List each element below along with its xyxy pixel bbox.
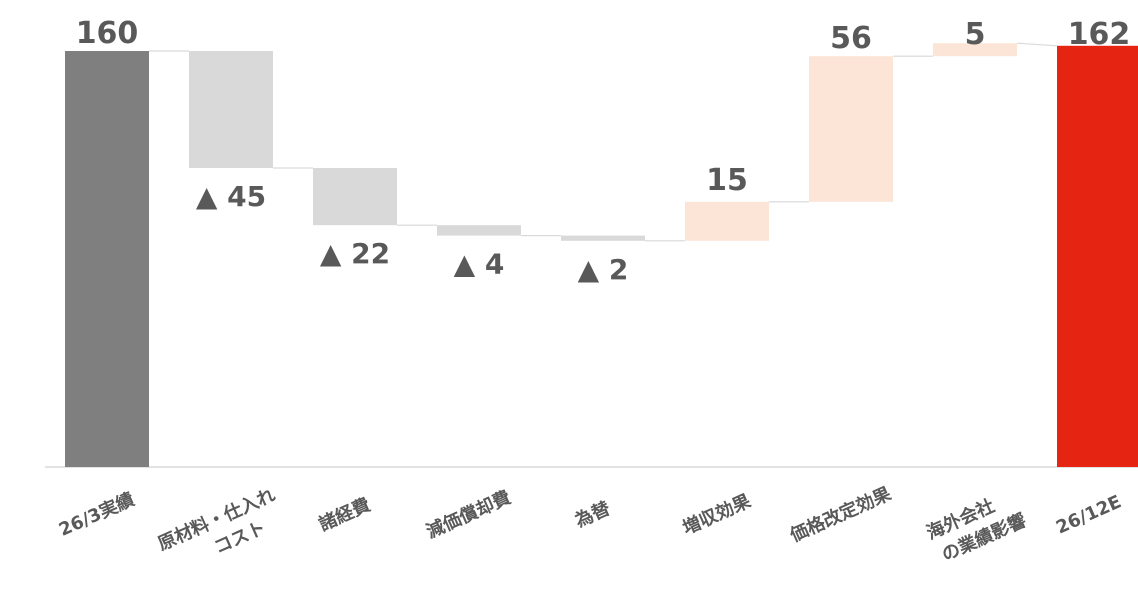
bar-value-label: ▲ 2 [578,253,629,286]
category-label: 海外会社の業績影響 [923,485,1029,567]
bar-value-label: 56 [830,21,872,56]
waterfall-bar [313,168,397,226]
bar-value-label: 160 [76,16,139,51]
waterfall-bar [65,51,149,467]
category-label: 増収効果 [679,489,755,539]
waterfall-bar [1057,45,1138,468]
category-label-line: 諸経費 [315,493,373,535]
waterfall-bar [685,201,769,241]
category-label: 減価償却費 [423,486,514,543]
waterfall-bar [437,225,521,236]
category-label: 為替 [572,497,615,532]
connector-line [1016,42,1058,47]
bar-value-label: 5 [965,17,986,52]
waterfall-bar [933,43,1017,57]
category-label: 諸経費 [315,493,373,535]
category-label: 26/12E [1053,491,1125,538]
category-label: 26/3実績 [55,488,137,541]
bar-value-label: 15 [706,163,748,198]
bar-value-label: ▲ 4 [454,248,505,281]
category-label-line: 26/3実績 [55,488,137,541]
category-label: 価格改定効果 [786,482,895,547]
bar-value-label: ▲ 22 [320,237,390,270]
bar-value-label: 162 [1068,17,1131,52]
waterfall-bar [561,235,645,241]
category-label: 原材料・仕入れコスト [154,484,289,579]
category-label-line: 価格改定効果 [786,482,895,547]
category-label-line: 為替 [572,497,615,532]
waterfall-bar [189,51,273,168]
category-label-line: 26/12E [1053,491,1125,538]
category-label-line: 減価償却費 [423,486,514,543]
waterfall-bar [809,56,893,202]
category-label-line: 増収効果 [679,489,755,539]
bar-value-label: ▲ 45 [196,180,266,213]
